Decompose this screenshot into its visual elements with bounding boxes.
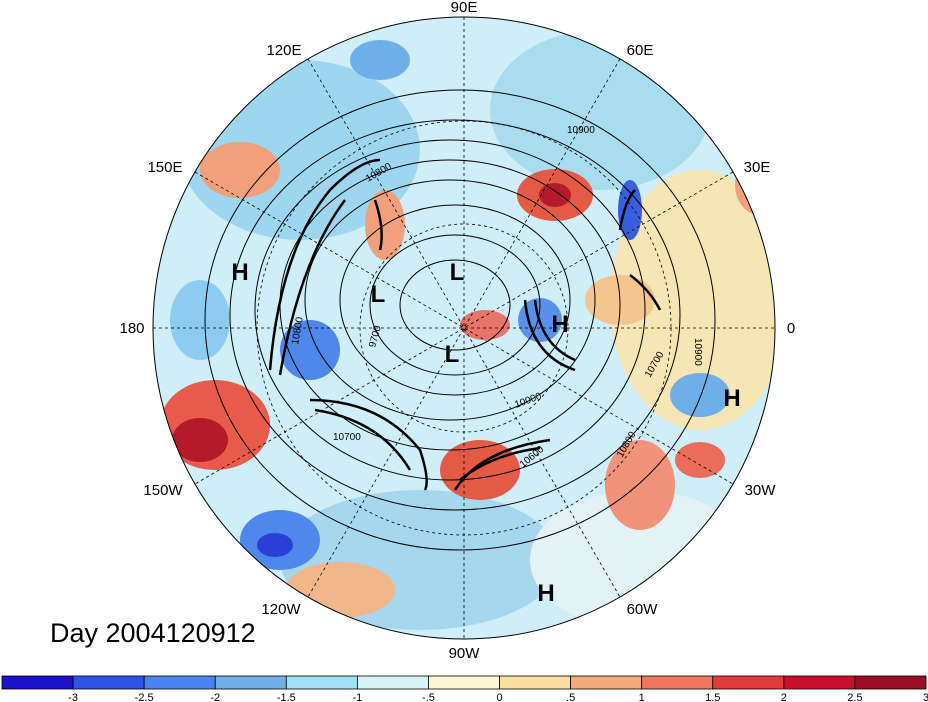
pressure-center-h: H xyxy=(537,580,554,607)
pressure-center-h: H xyxy=(231,259,248,286)
colorbar-swatch xyxy=(712,675,785,690)
colorbar-tick-label: -1 xyxy=(352,692,362,702)
polar-map: 90E 120E 60E 150E 30E 180 0 150W 30W 120… xyxy=(119,0,795,662)
lon-label-60e: 60E xyxy=(627,42,654,59)
lon-label-0: 0 xyxy=(787,320,795,337)
colorbar-swatch xyxy=(428,675,500,690)
colorbar-swatch xyxy=(499,675,572,690)
map-border xyxy=(152,16,776,640)
colorbar-tick-label: 0 xyxy=(496,692,502,702)
colorbar-swatch xyxy=(214,675,287,690)
colorbar-swatch xyxy=(1,675,74,690)
colorbar-swatch xyxy=(72,675,145,690)
colorbar-tick-label: 1 xyxy=(639,692,645,702)
colorbar-swatch xyxy=(783,675,856,690)
colorbar-tick-label: -2.5 xyxy=(135,692,154,702)
colorbar-swatch xyxy=(570,675,643,690)
colorbar-swatch xyxy=(641,675,714,690)
colorbar-tick-label: -.5 xyxy=(422,692,435,702)
lon-label-90w: 90W xyxy=(449,645,481,662)
colorbar-swatch xyxy=(356,675,429,690)
lon-label-150e: 150E xyxy=(147,159,182,176)
colorbar: -3 -2.5 -2 -1.5 -1 -.5 0 .5 1 1.5 2 2.5 3 xyxy=(1,675,928,702)
lon-label-180: 180 xyxy=(119,320,144,337)
pressure-center-l: L xyxy=(371,281,386,308)
colorbar-swatch xyxy=(285,675,358,690)
pressure-center-h: H xyxy=(723,385,740,412)
contour-label: 10800 xyxy=(290,316,306,346)
lon-label-150w: 150W xyxy=(143,482,183,499)
contour-label: 10900 xyxy=(567,125,595,136)
colorbar-tick-label: 1.5 xyxy=(705,692,720,702)
lon-label-60w: 60W xyxy=(627,601,659,618)
lon-label-120e: 120E xyxy=(266,42,301,59)
lon-label-30w: 30W xyxy=(745,482,777,499)
lon-label-90e: 90E xyxy=(451,0,478,16)
contour-label: 10900 xyxy=(692,338,703,366)
lon-label-30e: 30E xyxy=(744,159,771,176)
colorbar-tick-label: .5 xyxy=(566,692,575,702)
colorbar-tick-label: 3 xyxy=(923,692,928,702)
colorbar-swatch xyxy=(143,675,216,690)
colorbar-tick-label: -1.5 xyxy=(277,692,296,702)
colorbar-tick-label: -3 xyxy=(68,692,78,702)
colorbar-tick-label: 2.5 xyxy=(847,692,862,702)
contour-label: 10700 xyxy=(333,432,361,443)
colorbar-tick-label: 2 xyxy=(781,692,787,702)
date-title: Day 2004120912 xyxy=(50,618,256,648)
colorbar-swatch xyxy=(854,675,927,690)
pressure-center-l: L xyxy=(450,259,465,286)
height-contours xyxy=(204,89,716,551)
colorbar-tick-label: -2 xyxy=(210,692,220,702)
pressure-center-h: H xyxy=(551,311,568,338)
graticule xyxy=(153,17,775,639)
pressure-center-l: L xyxy=(445,341,460,368)
lon-label-120w: 120W xyxy=(261,601,301,618)
